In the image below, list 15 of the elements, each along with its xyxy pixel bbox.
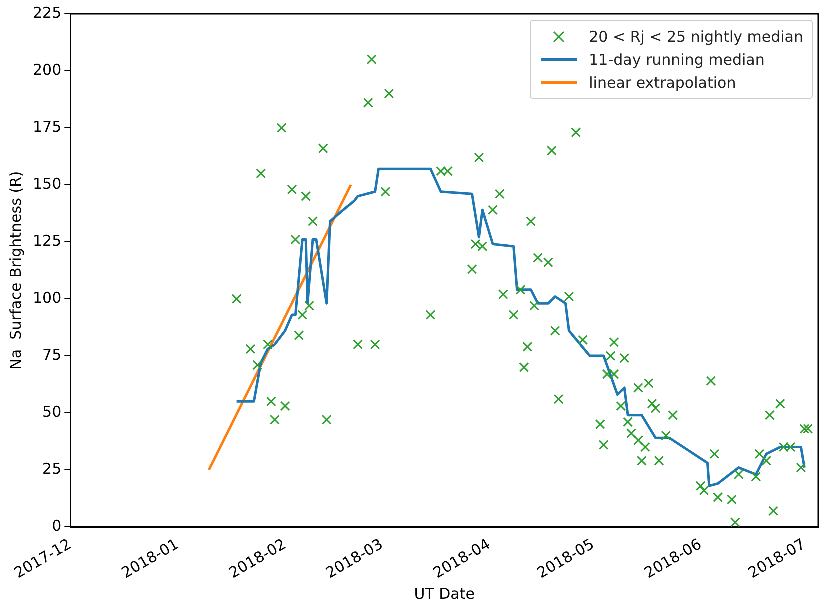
- y-tick-label: 75: [42, 346, 62, 364]
- y-tick-label: 50: [42, 402, 62, 421]
- y-axis-title: Na Surface Brightness (R): [6, 171, 25, 370]
- y-tick-label: 200: [32, 60, 62, 79]
- legend-label: linear extrapolation: [589, 74, 736, 92]
- y-tick-label: 0: [52, 516, 62, 535]
- y-tick-label: 150: [32, 174, 62, 193]
- y-tick-label: 225: [32, 4, 62, 22]
- y-tick-label: 100: [32, 288, 62, 307]
- y-tick-label: 175: [32, 118, 62, 136]
- legend-label: 20 < Rj < 25 nightly median: [589, 28, 804, 46]
- y-tick-label: 125: [32, 232, 62, 250]
- x-axis-title: UT Date: [414, 584, 475, 603]
- legend-label: 11-day running median: [589, 50, 765, 68]
- y-tick-label: 25: [42, 460, 62, 478]
